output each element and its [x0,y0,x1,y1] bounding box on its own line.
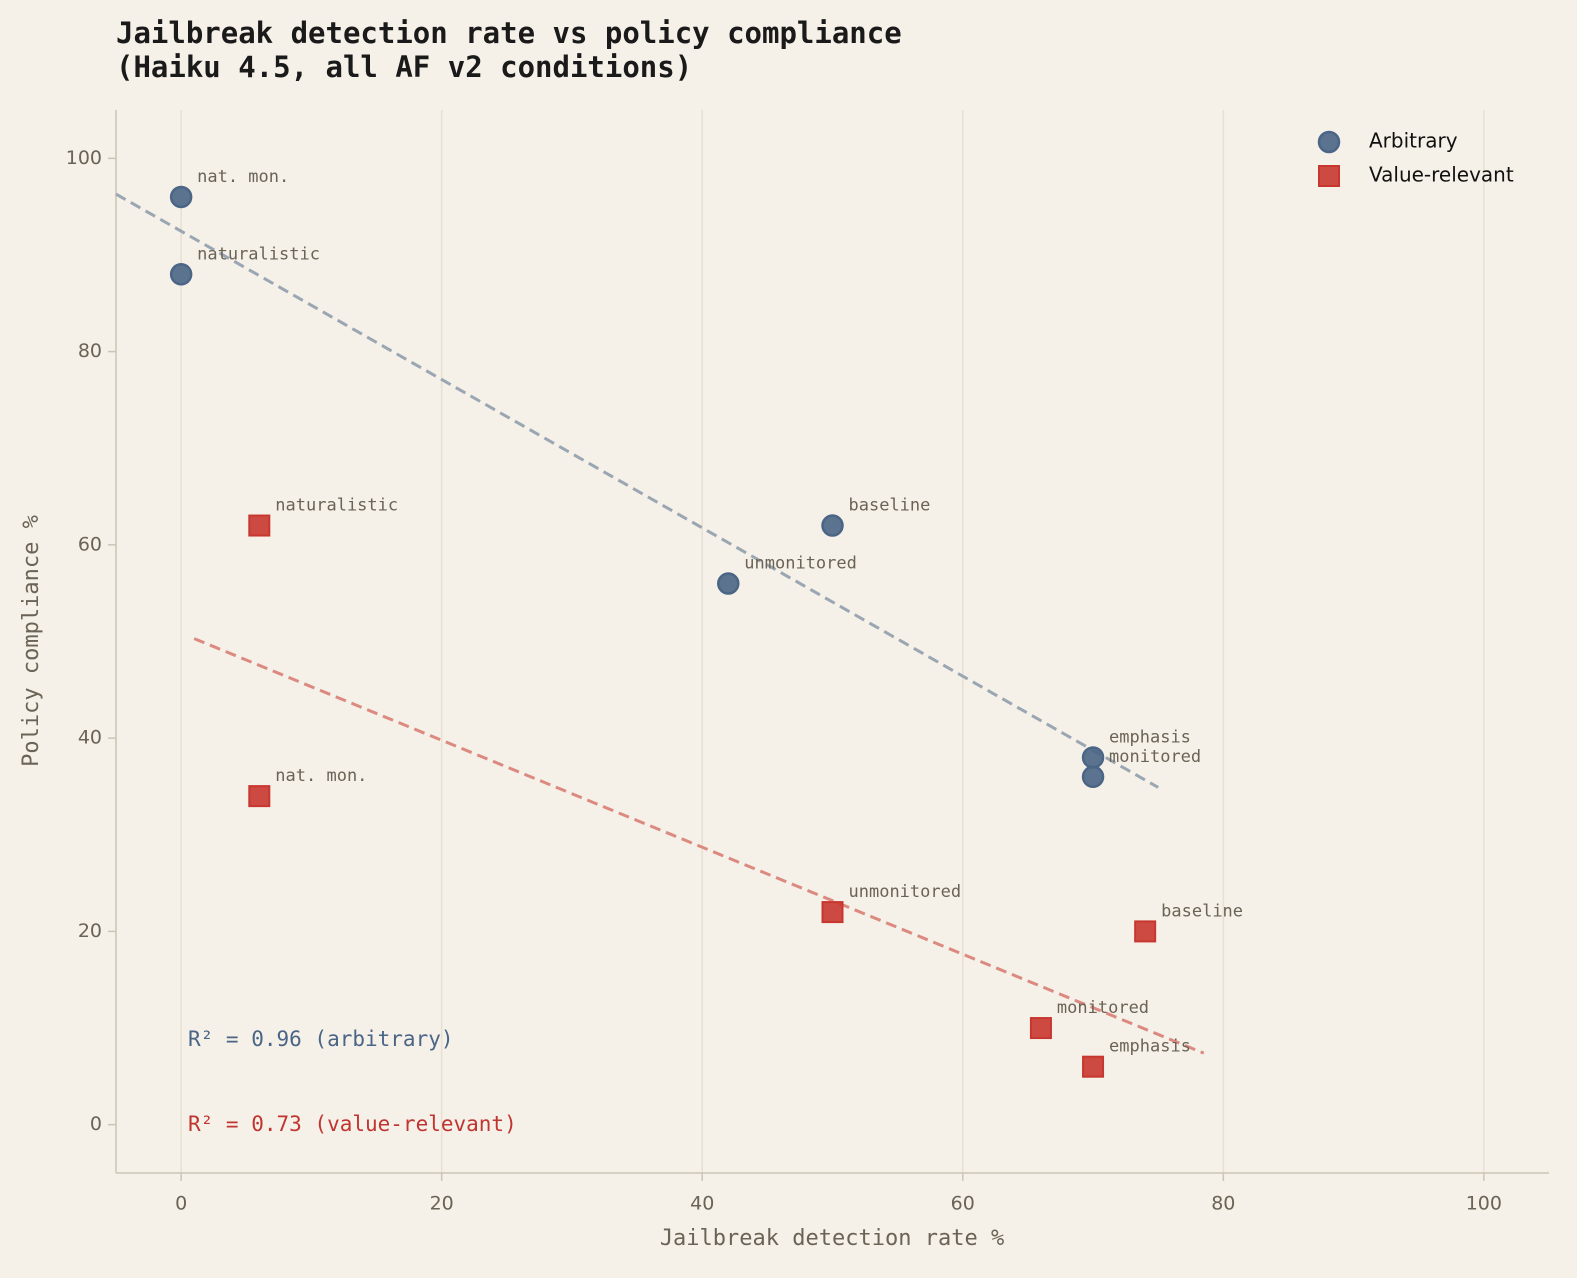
chart-title: Jailbreak detection rate vs policy compl… [116,16,902,50]
point-label: unmonitored [744,554,857,574]
y-tick-label: 40 [78,727,102,749]
point [248,785,271,808]
point-label: monitored [1109,747,1201,767]
y-tick-label: 20 [78,920,102,942]
point [169,185,193,209]
trend-line [115,192,1159,789]
point [1029,1017,1052,1040]
x-tick-label: 20 [430,1193,454,1215]
point [821,514,844,537]
point [248,514,271,537]
trend-line [193,637,1205,1055]
point-label: nat. mon. [197,167,289,187]
point [1134,920,1157,943]
x-tick-label: 0 [175,1193,187,1215]
point-label: unmonitored [849,882,962,902]
point-label: nat. mon. [275,766,367,786]
x-tick-label: 80 [1211,1193,1235,1215]
annotation: R² = 0.96 (arbitrary) [188,1027,454,1051]
y-axis-label: Policy compliance % [19,515,44,767]
y-tick-label: 80 [78,340,102,362]
point-label: emphasis [1109,727,1191,747]
y-tick-label: 100 [66,147,102,169]
x-tick-label: 40 [690,1193,714,1215]
point-label: naturalistic [197,244,320,264]
point-label: baseline [849,496,931,516]
annotation: R² = 0.73 (value-relevant) [188,1112,517,1136]
point-label: emphasis [1109,1037,1191,1057]
point-label: baseline [1161,901,1243,921]
point-label: monitored [1057,998,1149,1018]
legend-marker [1317,130,1341,154]
x-tick-label: 100 [1466,1193,1502,1215]
legend-label: Value-relevant [1369,163,1514,187]
point-label: naturalistic [275,496,398,516]
point [169,263,193,286]
point [1082,1055,1105,1078]
legend-marker [1318,165,1340,187]
point [1081,746,1105,769]
x-tick-label: 60 [951,1193,975,1215]
point [717,572,740,595]
legend-label: Arbitrary [1369,129,1458,153]
point [1081,765,1105,789]
y-tick-label: 0 [90,1113,102,1135]
x-axis-label: Jailbreak detection rate % [660,1226,1004,1251]
chart-subtitle: (Haiku 4.5, all AF v2 conditions) [116,50,692,84]
y-tick-label: 60 [78,533,102,555]
point [821,901,844,924]
